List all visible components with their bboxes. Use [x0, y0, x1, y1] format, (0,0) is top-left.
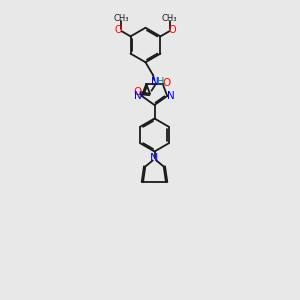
Text: N: N [152, 77, 159, 87]
Text: O: O [162, 78, 170, 88]
Text: CH₃: CH₃ [114, 14, 129, 23]
Text: N: N [150, 153, 159, 163]
Text: N: N [134, 91, 142, 101]
Text: CH₃: CH₃ [162, 14, 177, 23]
Text: N: N [167, 91, 175, 101]
Text: O: O [115, 26, 123, 35]
Text: H: H [157, 77, 164, 87]
Text: O: O [134, 87, 142, 97]
Text: O: O [168, 26, 176, 35]
